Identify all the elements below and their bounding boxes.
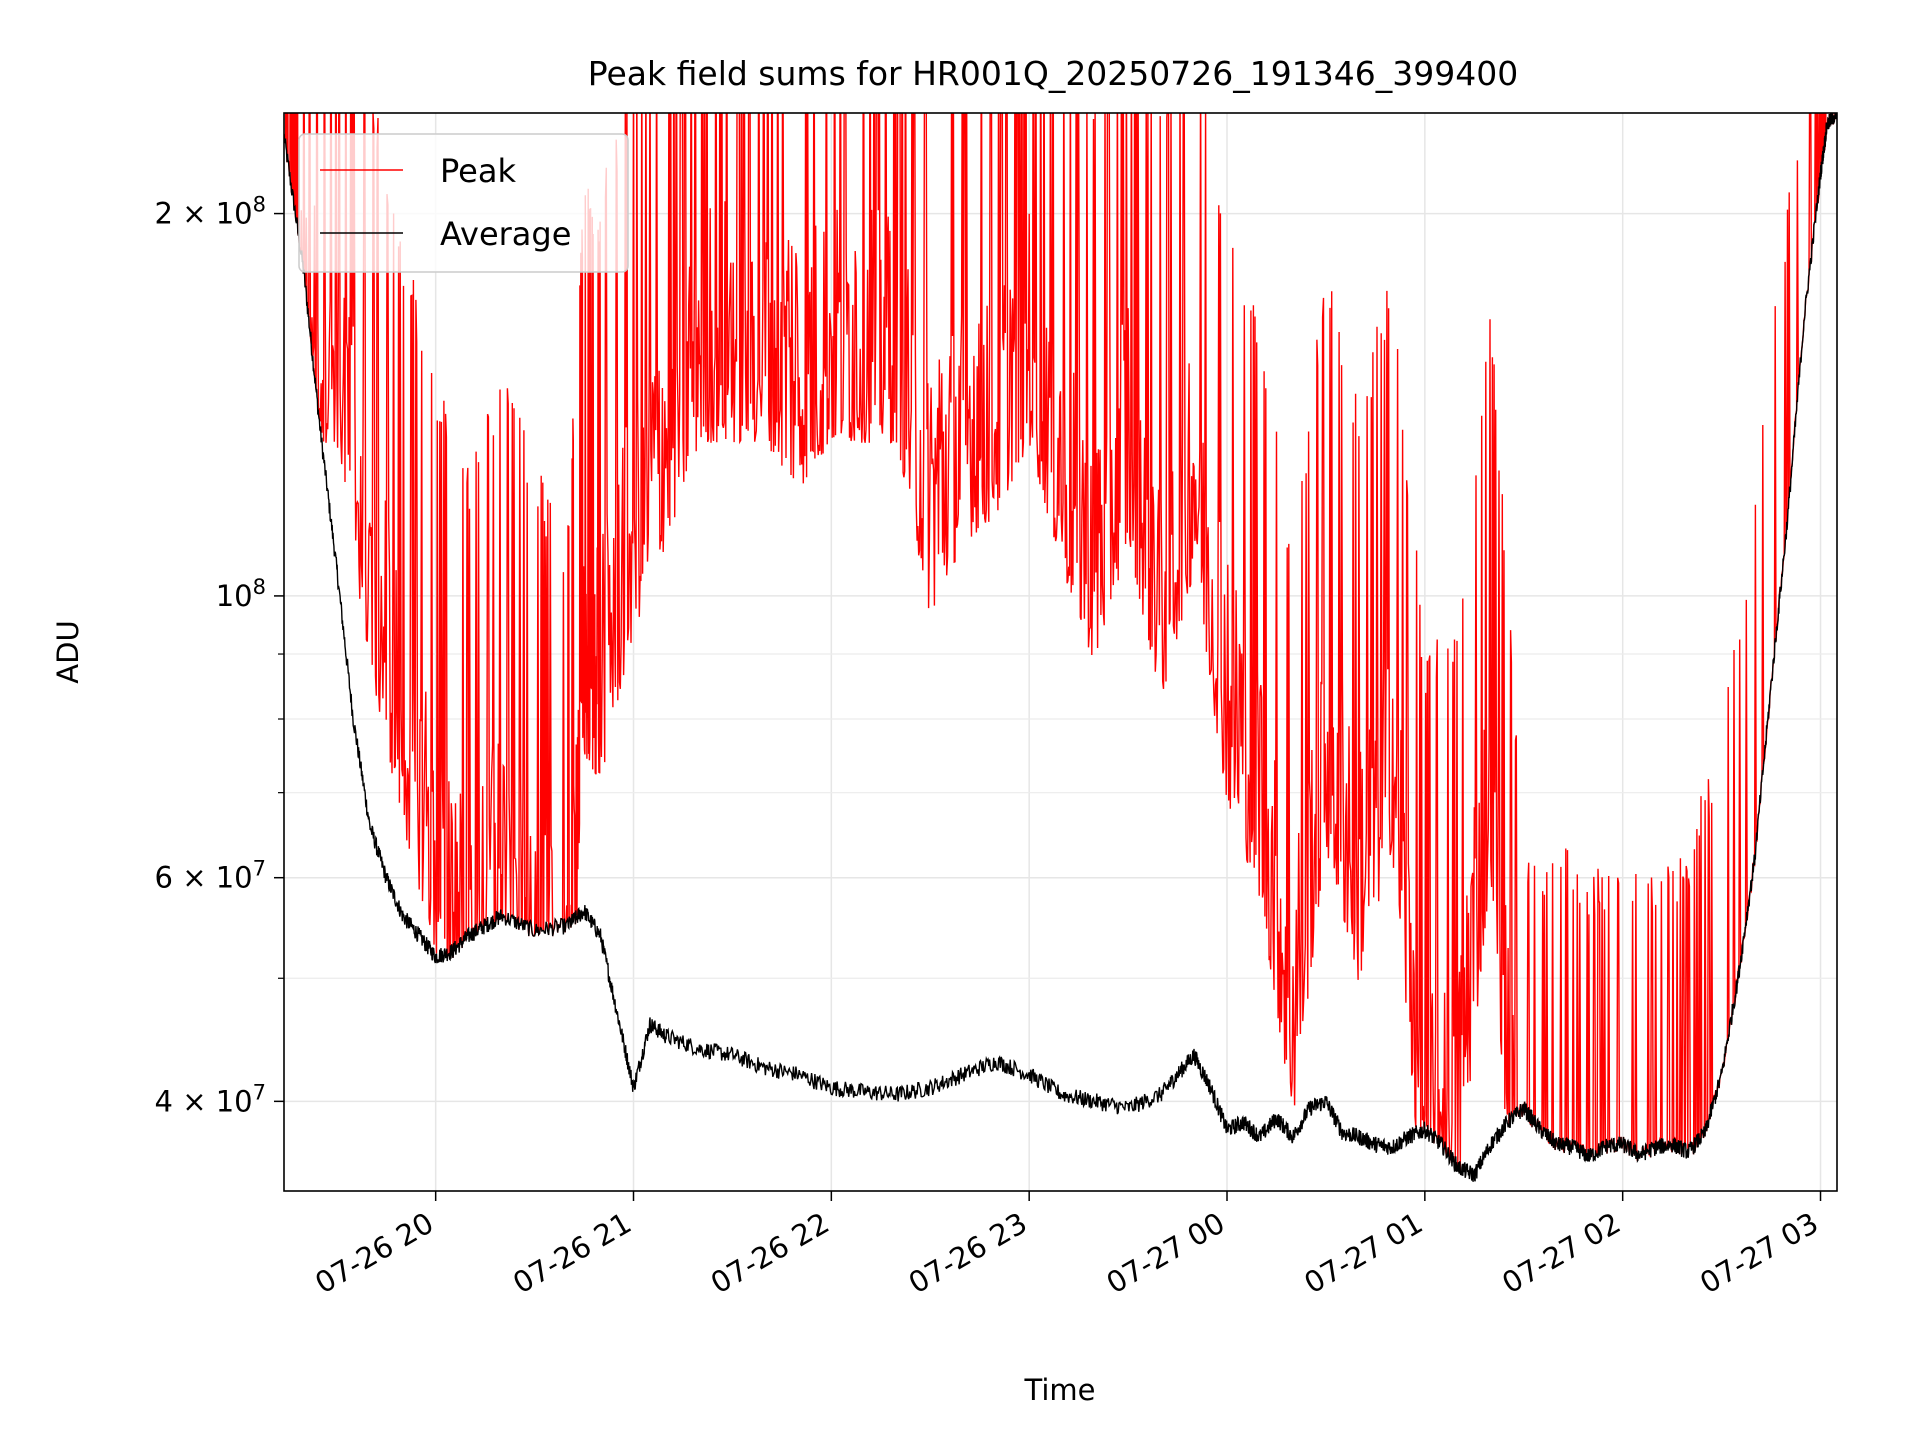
y-tick-label: 4 × 107 (155, 1080, 266, 1118)
series-layer (284, 113, 1837, 1182)
legend-peak-label: Peak (440, 152, 516, 190)
y-tick-label: 108 (216, 575, 266, 613)
x-axis-label: Time (1024, 1373, 1096, 1407)
y-axis-label: ADU (51, 620, 85, 683)
legend-box (298, 133, 629, 273)
chart-title: Peak field sums for HR001Q_20250726_1913… (588, 54, 1518, 93)
legend: Peak Average (298, 133, 629, 273)
legend-average-label: Average (440, 215, 571, 253)
y-tick-label: 6 × 107 (155, 857, 266, 895)
y-axis-ticks: 4 × 107 6 × 107 108 2 × 108 (155, 193, 284, 1118)
y-tick-label: 2 × 108 (155, 193, 266, 231)
series-average-line (284, 113, 1837, 1182)
plot-frame (283, 112, 1838, 1192)
